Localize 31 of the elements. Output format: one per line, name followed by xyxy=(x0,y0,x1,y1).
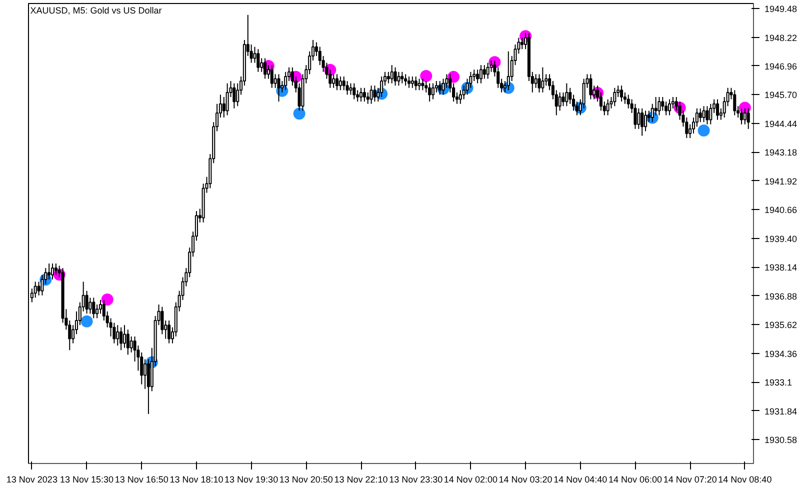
x-tick-label: 13 Nov 23:30 xyxy=(389,474,443,484)
x-tick-label: 13 Nov 19:30 xyxy=(224,474,278,484)
x-tick-label: 14 Nov 08:40 xyxy=(718,474,772,484)
x-tick-label: 14 Nov 03:20 xyxy=(498,474,552,484)
y-tick-label: 1944.44 xyxy=(764,118,798,129)
y-tick-label: 1943.18 xyxy=(764,148,798,158)
x-tick-label: 14 Nov 02:00 xyxy=(444,474,498,484)
x-tick-label: 13 Nov 22:10 xyxy=(334,474,388,484)
y-tick-label: 1941.92 xyxy=(764,176,798,186)
y-tick-label: 1935.62 xyxy=(764,320,798,330)
y-tick-label: 1949.48 xyxy=(764,4,798,14)
x-tick-label: 13 Nov 2023 xyxy=(6,474,58,484)
y-tick-label: 1934.36 xyxy=(764,348,798,359)
y-tick-label: 1948.22 xyxy=(764,32,798,43)
y-tick-label: 1938.14 xyxy=(764,262,798,273)
x-tick-label: 14 Nov 06:00 xyxy=(608,474,662,484)
chart-title: XAUUSD, M5: Gold vs US Dollar xyxy=(30,6,162,16)
x-tick-label: 13 Nov 20:50 xyxy=(279,474,333,484)
y-tick-label: 1940.66 xyxy=(764,205,798,216)
y-tick-label: 1930.58 xyxy=(764,435,798,446)
y-tick-label: 1936.88 xyxy=(764,291,798,302)
x-tick-label: 13 Nov 16:50 xyxy=(114,474,168,484)
x-tick-label: 14 Nov 04:40 xyxy=(554,474,608,484)
x-tick-label: 13 Nov 15:30 xyxy=(60,474,114,484)
y-tick-label: 1931.84 xyxy=(764,406,798,416)
x-tick-label: 14 Nov 07:20 xyxy=(663,474,717,484)
y-tick-label: 1933.1 xyxy=(764,378,792,388)
y-tick-label: 1939.40 xyxy=(764,234,798,244)
y-tick-label: 1946.96 xyxy=(764,61,798,72)
y-tick-label: 1945.70 xyxy=(764,90,798,100)
x-tick-label: 13 Nov 18:10 xyxy=(170,474,224,484)
